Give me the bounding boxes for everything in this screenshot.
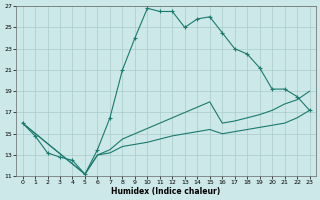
X-axis label: Humidex (Indice chaleur): Humidex (Indice chaleur) <box>111 187 221 196</box>
